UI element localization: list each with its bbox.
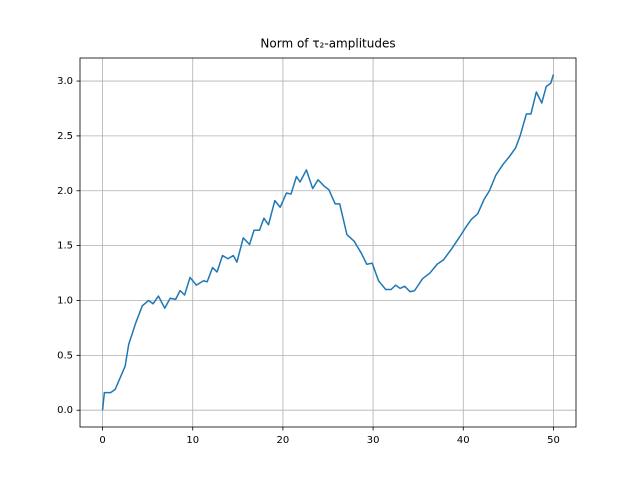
x-tick-label: 20 [277, 435, 290, 446]
x-tick-label: 50 [547, 435, 560, 446]
axes-frame [79, 57, 577, 428]
y-tick-label: 0.5 [57, 350, 73, 361]
y-tick-label: 3.0 [57, 76, 73, 87]
x-tick-label: 0 [99, 435, 105, 446]
x-tick-label: 10 [186, 435, 199, 446]
y-tick-label: 2.0 [57, 186, 73, 197]
chart-title: Norm of τ₂-amplitudes [260, 37, 395, 51]
plot-area: 0 10 20 30 40 50 0.0 0.5 1.0 1.5 2.0 2.5 3.0 [57, 58, 576, 446]
y-tick-label: 1.0 [57, 295, 73, 306]
x-tick-label: 40 [457, 435, 470, 446]
y-tick-label: 0.0 [57, 405, 73, 416]
y-tick-label: 2.5 [57, 131, 73, 142]
x-tick-label: 30 [367, 435, 380, 446]
data-line [101, 74, 555, 411]
y-tick-label: 1.5 [57, 241, 73, 252]
